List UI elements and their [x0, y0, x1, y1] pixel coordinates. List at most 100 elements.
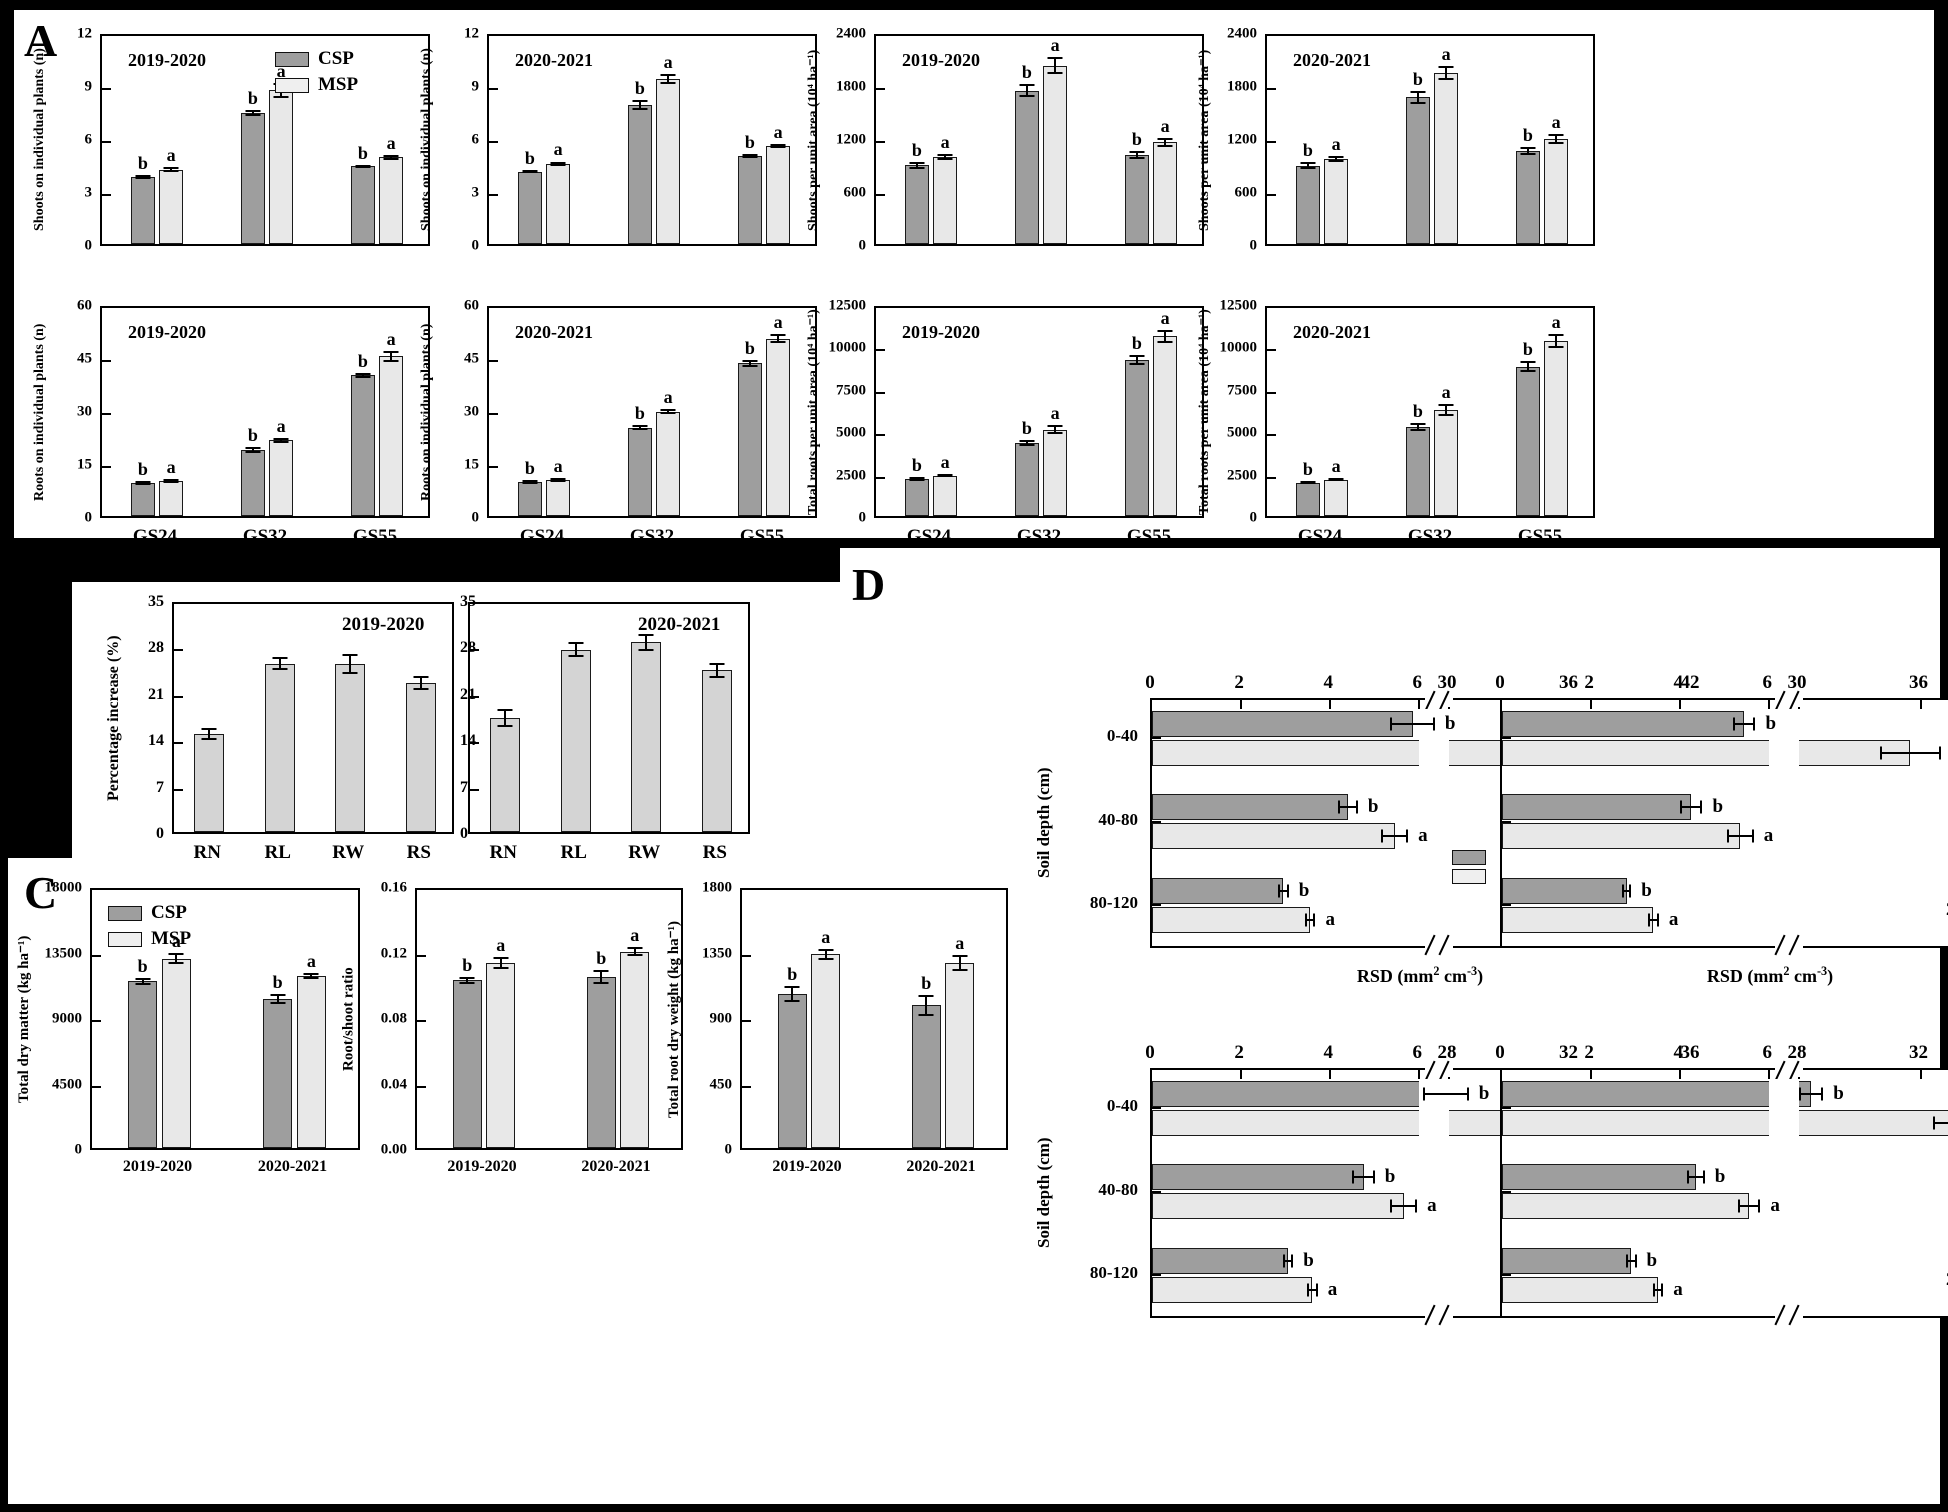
significance-letter-d4-csp-1: b	[1714, 1166, 1726, 1188]
y-tick-label-a2-1: 3	[471, 184, 480, 201]
x-category-label-a6-1: GS32	[629, 526, 675, 547]
error-bar-a5-csp-0	[141, 481, 144, 485]
x-tick-label-d4-0: 0	[1495, 1042, 1505, 1063]
depth-tick-d4-1	[1502, 1190, 1511, 1193]
y-tick-label-c2-1: 0.04	[380, 1076, 407, 1092]
error-bar-a2-csp-2	[748, 153, 751, 158]
x-category-label-b1-2: RW	[332, 842, 365, 863]
significance-letter-a5-msp-0: a	[166, 456, 176, 477]
bar-a3-csp-0	[904, 165, 929, 244]
depth-tick-d3-0	[1152, 1107, 1161, 1110]
y-tick-mark-a1-1	[102, 194, 111, 196]
panel-letter-a: A	[24, 15, 58, 66]
error-bar-c3-msp-0	[824, 948, 827, 961]
panel-letter-d: D	[852, 559, 886, 610]
x-tick-label-d1-2: 4	[1323, 672, 1333, 693]
error-bar-c1-csp-1	[276, 994, 279, 1004]
x-tick-label-d2-3: 6	[1762, 672, 1773, 693]
bar-break-gap-d2-1-0	[1769, 737, 1799, 768]
significance-letter-d4-csp-0: b	[1833, 1082, 1844, 1104]
significance-letter-a4-msp-1: a	[1441, 44, 1451, 64]
y-tick-label-a1-0: 0	[84, 237, 93, 254]
y-tick-mark-c2-2	[417, 1020, 426, 1022]
y-tick-mark-a5-3	[102, 360, 111, 362]
chart-a3: b a b a b a Shoots per unit area (10⁴ ha⁻¹) 0 60…	[802, 26, 1214, 306]
x-category-label-c2-0: 2019-2020	[447, 1158, 517, 1175]
y-tick-label-a5-3: 45	[77, 350, 92, 367]
x-category-label-c3-0: 2019-2020	[772, 1158, 842, 1175]
y-tick-label-a6-4: 60	[464, 297, 479, 314]
error-bar-c3-msp-1	[958, 955, 961, 972]
y-tick-mark-a6-3	[489, 360, 498, 362]
error-bar-a7-msp-2	[1164, 329, 1167, 343]
y-tick-label-a1-2: 6	[84, 131, 93, 148]
y-tick-mark-a6-2	[489, 413, 498, 415]
y-tick-label-a8-1: 2500	[1227, 467, 1257, 484]
significance-letter-c3-csp-1: b	[921, 973, 932, 994]
y-tick-label-a7-2: 5000	[836, 424, 866, 441]
depth-tick-d4-2	[1502, 1274, 1511, 1276]
x-tick-mark-d4-3	[1768, 1070, 1771, 1079]
y-axis-label-a7: Total roots per unit area (10⁴ ha⁻¹)	[806, 309, 821, 515]
y-tick-label-a6-3: 45	[464, 350, 479, 367]
bar-a6-msp-0	[546, 479, 571, 516]
bar-a2-csp-1	[627, 105, 652, 244]
significance-letter-d4-msp-1: a	[1770, 1195, 1780, 1217]
significance-letter-a2-csp-1: b	[634, 78, 645, 99]
error-bar-d2-msp-1	[1726, 835, 1754, 838]
legend-row-d-csp	[1452, 850, 1495, 865]
error-bar-d1-msp-1	[1381, 835, 1409, 838]
bar-a7-msp-2	[1153, 336, 1178, 516]
y-tick-label-a8-2: 5000	[1227, 424, 1257, 441]
x-tick-label-d1-4: 30	[1437, 672, 1457, 693]
error-bar-a6-msp-1	[667, 409, 670, 415]
bar-d3-csp-2	[1152, 1247, 1288, 1274]
legend-swatch-d-csp	[1452, 850, 1486, 865]
x-tick-mark-d2-5	[1919, 700, 1922, 709]
bar-d4-msp-1	[1502, 1193, 1750, 1220]
depth-tick-d2-0	[1502, 737, 1511, 740]
y-tick-label-a2-3: 9	[471, 78, 480, 95]
error-bar-a8-msp-1	[1445, 403, 1448, 417]
error-bar-c2-csp-1	[600, 969, 603, 985]
axis-break-top-d1	[1421, 689, 1457, 713]
error-bar-d3-msp-1	[1390, 1205, 1418, 1208]
error-bar-b1-2	[349, 654, 352, 675]
y-tick-label-a8-4: 10000	[1219, 339, 1258, 356]
y-tick-mark-c1-3	[92, 954, 101, 957]
error-bar-a6-csp-0	[528, 480, 531, 484]
axis-break-bottom-d4	[1771, 1303, 1807, 1327]
y-tick-mark-a4-3	[1267, 88, 1276, 90]
bar-a7-msp-1	[1043, 429, 1068, 516]
x-tick-label-d1-6: 42	[1680, 672, 1700, 693]
y-tick-mark-a5-1	[102, 466, 111, 468]
y-tick-label-a4-4: 2400	[1227, 25, 1257, 42]
y-tick-mark-a5-2	[102, 413, 111, 415]
y-tick-label-a7-4: 10000	[828, 339, 867, 356]
season-label-d2: 2020-2021	[1946, 899, 1948, 920]
error-bar-a3-csp-2	[1135, 150, 1138, 159]
chart-b2: 0714212835RNRLRWRS2020-2021	[460, 593, 760, 890]
error-bar-d1-csp-2	[1278, 889, 1289, 892]
y-tick-label-c1-4: 18000	[44, 879, 83, 896]
x-tick-label-d3-6: 36	[1680, 1042, 1700, 1063]
significance-letter-a6-csp-1: b	[634, 403, 645, 424]
legend-row-msp: MSP	[108, 928, 191, 950]
x-tick-mark-d1-1	[1240, 700, 1243, 709]
significance-letter-a2-csp-2: b	[744, 131, 755, 152]
bar-b1-3	[405, 682, 436, 832]
error-bar-c1-csp-0	[141, 977, 144, 986]
significance-letter-a4-csp-2: b	[1522, 124, 1533, 145]
x-category-label-a7-2: GS55	[1126, 526, 1172, 547]
error-bar-d1-csp-1	[1338, 806, 1358, 809]
bar-a8-csp-1	[1405, 426, 1430, 516]
bar-a2-csp-0	[517, 171, 542, 244]
significance-letter-d2-msp-1: a	[1763, 825, 1774, 847]
significance-letter-a1-msp-2: a	[386, 133, 396, 154]
error-bar-a8-csp-1	[1416, 423, 1419, 431]
x-tick-mark-d4-5	[1919, 1070, 1922, 1079]
bar-break-gap-d4-1-0	[1769, 1107, 1799, 1138]
y-tick-mark-a7-4	[876, 349, 885, 352]
error-bar-a6-csp-1	[638, 425, 641, 431]
